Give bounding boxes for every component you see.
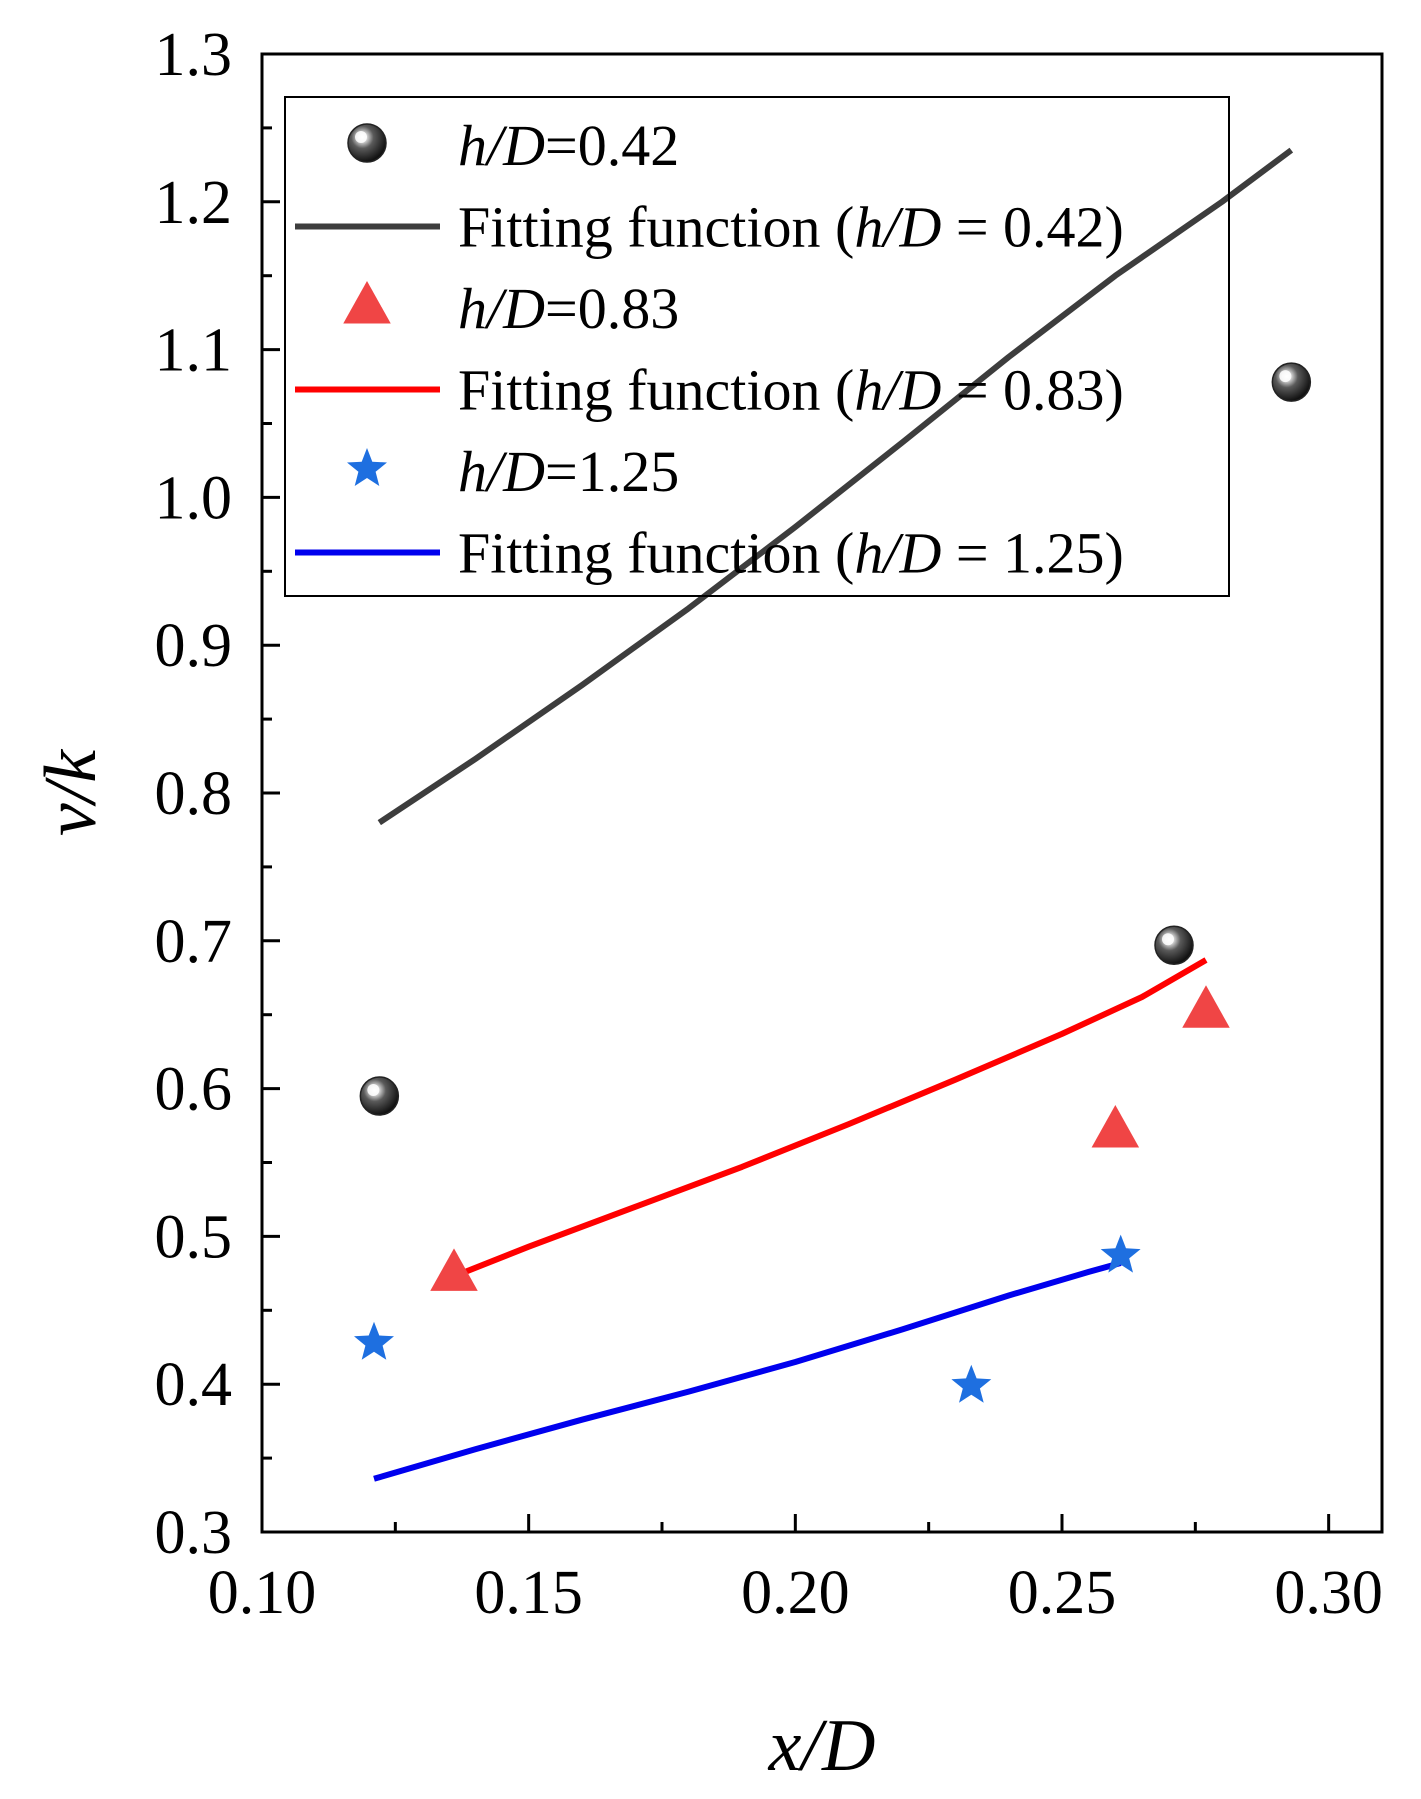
star-point xyxy=(951,1364,992,1403)
x-tick-label: 0.15 xyxy=(474,1559,583,1627)
y-tick-label: 1.1 xyxy=(155,317,233,385)
legend-label-suffix: = 1.25) xyxy=(941,521,1124,586)
y-axis-title-denom: /k xyxy=(30,749,112,808)
sphere-highlight xyxy=(367,1083,380,1096)
plot-frame xyxy=(260,52,1384,1534)
y-tick-label: 1.2 xyxy=(155,169,233,237)
y-tick-label: 1.0 xyxy=(155,464,233,532)
star-point xyxy=(354,1321,394,1360)
legend-label-suffix: =0.83 xyxy=(545,276,679,341)
fit-line-red xyxy=(452,957,1208,1280)
legend-label-suffix: = 0.83) xyxy=(941,358,1124,423)
legend-label-italic: h/D xyxy=(458,439,545,504)
x-axis-title-denom: /D xyxy=(797,1705,875,1787)
x-tick-label: 0.30 xyxy=(1274,1559,1383,1627)
legend-label-prefix: Fitting function ( xyxy=(458,358,854,423)
sphere-point xyxy=(1271,362,1312,402)
legend-label: h/D=1.25 xyxy=(458,439,679,504)
triangle-point xyxy=(1091,1104,1140,1148)
sphere-highlight xyxy=(1162,933,1174,946)
legend-label-suffix: =1.25 xyxy=(545,439,679,504)
legend-label: h/D=0.83 xyxy=(458,276,679,341)
legend-label-italic: h/D xyxy=(854,358,941,423)
y-tick-label: 0.4 xyxy=(155,1351,233,1419)
sphere-highlight xyxy=(1279,370,1292,383)
y-tick-label: 0.5 xyxy=(155,1203,233,1271)
legend-label-suffix: = 0.42) xyxy=(941,195,1124,260)
legend-label: Fitting function (h/D = 1.25) xyxy=(458,521,1124,586)
axis-labels: x/D v/k xyxy=(30,749,875,1787)
y-tick-label: 0.3 xyxy=(155,1499,233,1567)
legend-entry: h/D=0.83 xyxy=(343,276,679,341)
triangle-point xyxy=(1182,985,1230,1028)
sphere-body xyxy=(1154,925,1194,965)
legend-entry: Fitting function (h/D = 0.42) xyxy=(295,195,1124,260)
legend-triangle-icon xyxy=(343,281,391,324)
x-tick-label: 0.25 xyxy=(1008,1559,1117,1627)
legend-entry: Fitting function (h/D = 1.25) xyxy=(295,521,1124,586)
sphere-highlight xyxy=(355,131,367,143)
legend-label-italic: h/D xyxy=(458,113,545,178)
legend-label-prefix: Fitting function ( xyxy=(458,195,854,260)
x-axis-title: x/D xyxy=(768,1705,876,1787)
x-tick-label: 0.10 xyxy=(208,1559,317,1627)
legend-label-suffix: =0.42 xyxy=(545,113,679,178)
legend-entry: h/D=1.25 xyxy=(347,439,679,504)
sphere-body xyxy=(1271,362,1312,402)
y-tick-label: 1.3 xyxy=(155,21,233,89)
legend-label-prefix: Fitting function ( xyxy=(458,521,854,586)
legend-label-italic: h/D xyxy=(458,276,545,341)
y-tick-label: 0.6 xyxy=(155,1056,233,1124)
legend-box xyxy=(284,96,1230,597)
legend-label: Fitting function (h/D = 0.83) xyxy=(458,358,1124,423)
sphere-body xyxy=(359,1076,400,1116)
sphere-body xyxy=(347,123,387,163)
x-tick-label: 0.20 xyxy=(741,1559,850,1627)
data-markers xyxy=(354,362,1312,1403)
legend-entry: h/D=0.42 xyxy=(347,113,679,178)
legend-sphere-icon xyxy=(347,123,387,163)
fit-line-blue xyxy=(373,1260,1122,1482)
y-axis-title-var: v xyxy=(30,803,112,836)
fit-line-gray xyxy=(377,147,1294,826)
legend-label: h/D=0.42 xyxy=(458,113,679,178)
legend-label-italic: h/D xyxy=(854,521,941,586)
plot-area: 0.10 0.15 0.20 0.25 0.30 0.3 0.4 0.5 0.6 0.7 0.8 0.… xyxy=(155,21,1384,1627)
triangle-point xyxy=(430,1248,478,1291)
legend-entry: Fitting function (h/D = 0.83) xyxy=(295,358,1124,423)
legend-label: Fitting function (h/D = 0.42) xyxy=(458,195,1124,260)
legend-label-italic: h/D xyxy=(854,195,941,260)
fit-lines xyxy=(373,147,1294,1482)
sphere-point xyxy=(359,1076,400,1116)
y-tick-label: 0.7 xyxy=(155,908,233,976)
legend-star-icon xyxy=(347,448,387,486)
x-axis-title-var: x xyxy=(768,1705,802,1787)
y-axis-title: v/k xyxy=(30,749,112,836)
sphere-point xyxy=(1154,925,1194,965)
y-tick-label: 0.8 xyxy=(155,760,233,828)
star-point xyxy=(1100,1234,1141,1273)
y-tick-label: 0.9 xyxy=(155,612,233,680)
